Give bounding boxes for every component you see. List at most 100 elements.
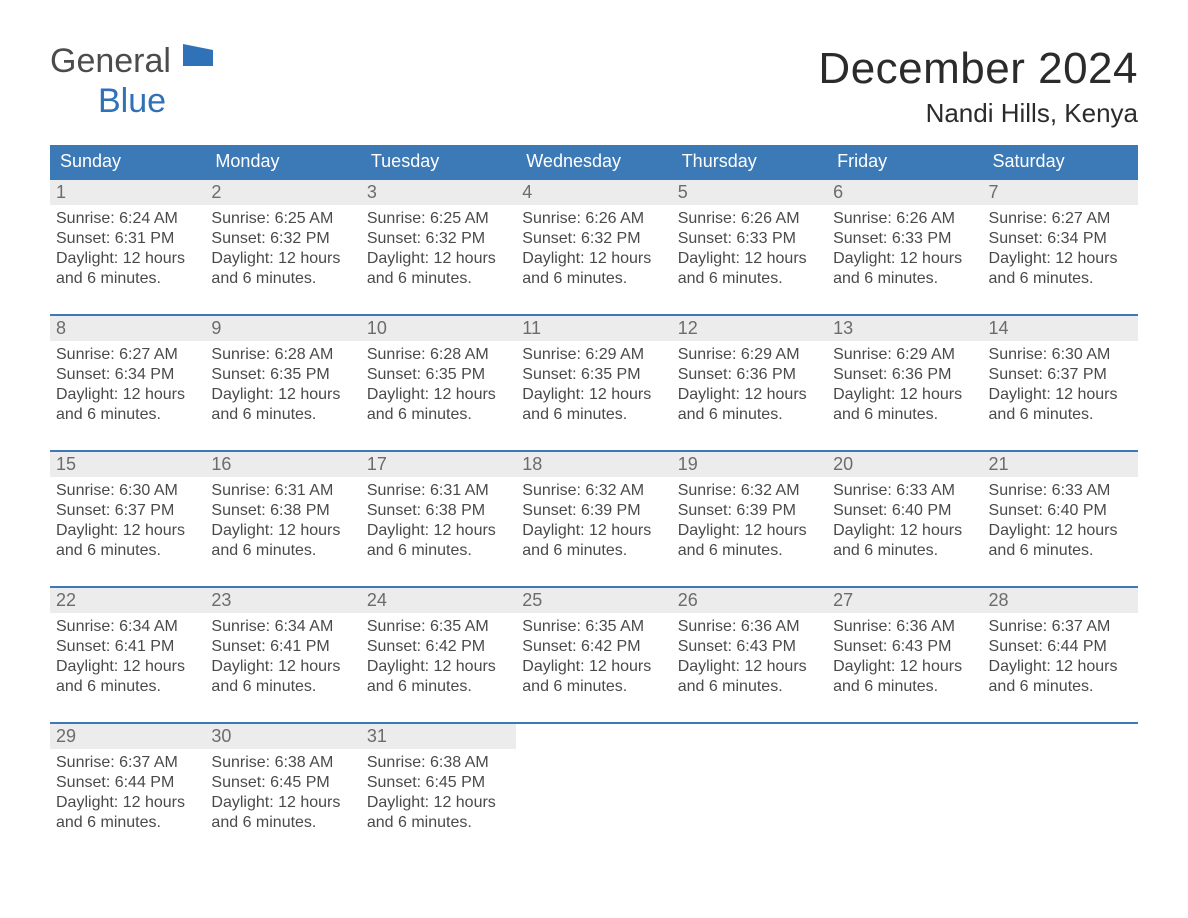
day-cell: 17 Sunrise: 6:31 AMSunset: 6:38 PMDayligh… (361, 452, 516, 562)
daylight-line-1: Daylight: 12 hours (367, 249, 512, 269)
daylight-line-2: and 6 minutes. (56, 405, 201, 425)
day-cell: 1Sunrise: 6:24 AMSunset: 6:31 PMDaylight… (50, 180, 205, 290)
day-number: 20 (827, 452, 982, 477)
sunset-line: Sunset: 6:38 PM (211, 501, 356, 521)
sunset-line: Sunset: 6:36 PM (678, 365, 823, 385)
day-body: Sunrise: 6:34 AMSunset: 6:41 PMDaylight:… (209, 617, 356, 697)
day-number: 29 (50, 724, 205, 749)
day-body: Sunrise: 6:33 AMSunset: 6:40 PMDaylight:… (831, 481, 978, 561)
daylight-line-1: Daylight: 12 hours (833, 657, 978, 677)
week-row: 8Sunrise: 6:27 AMSunset: 6:34 PMDaylight… (50, 314, 1138, 426)
weekday-header-row: SundayMondayTuesdayWednesdayThursdayFrid… (50, 145, 1138, 178)
weekday-header: Thursday (672, 145, 827, 178)
day-cell: 12 Sunrise: 6:29 AMSunset: 6:36 PMDayligh… (672, 316, 827, 426)
sunset-line: Sunset: 6:43 PM (678, 637, 823, 657)
daylight-line-1: Daylight: 12 hours (367, 385, 512, 405)
logo-word1: General (50, 42, 171, 80)
daylight-line-2: and 6 minutes. (367, 405, 512, 425)
weeks-container: 1Sunrise: 6:24 AMSunset: 6:31 PMDaylight… (50, 178, 1138, 834)
day-body: Sunrise: 6:29 AMSunset: 6:35 PMDaylight:… (520, 345, 667, 425)
daylight-line-1: Daylight: 12 hours (989, 657, 1134, 677)
day-number: 9 (205, 316, 360, 341)
sunrise-line: Sunrise: 6:29 AM (833, 345, 978, 365)
sunset-line: Sunset: 6:42 PM (367, 637, 512, 657)
daylight-line-1: Daylight: 12 hours (211, 657, 356, 677)
day-body: Sunrise: 6:31 AMSunset: 6:38 PMDaylight:… (365, 481, 512, 561)
day-number: 11 (516, 316, 671, 341)
day-cell (983, 724, 1138, 834)
day-body: Sunrise: 6:27 AMSunset: 6:34 PMDaylight:… (987, 209, 1134, 289)
sunset-line: Sunset: 6:45 PM (367, 773, 512, 793)
sunset-line: Sunset: 6:42 PM (522, 637, 667, 657)
daylight-line-1: Daylight: 12 hours (522, 249, 667, 269)
day-cell: 26Sunrise: 6:36 AMSunset: 6:43 PMDayligh… (672, 588, 827, 698)
day-number: 21 (983, 452, 1138, 477)
sunset-line: Sunset: 6:34 PM (56, 365, 201, 385)
daylight-line-2: and 6 minutes. (678, 269, 823, 289)
day-number: 7 (983, 180, 1138, 205)
day-body: Sunrise: 6:27 AMSunset: 6:34 PMDaylight:… (54, 345, 201, 425)
day-number: 12 (672, 316, 827, 341)
daylight-line-1: Daylight: 12 hours (367, 793, 512, 813)
daylight-line-2: and 6 minutes. (833, 405, 978, 425)
daylight-line-2: and 6 minutes. (678, 405, 823, 425)
day-body: Sunrise: 6:28 AMSunset: 6:35 PMDaylight:… (365, 345, 512, 425)
week-row: 22Sunrise: 6:34 AMSunset: 6:41 PMDayligh… (50, 586, 1138, 698)
sunrise-line: Sunrise: 6:26 AM (678, 209, 823, 229)
daylight-line-2: and 6 minutes. (211, 677, 356, 697)
day-cell: 22Sunrise: 6:34 AMSunset: 6:41 PMDayligh… (50, 588, 205, 698)
daylight-line-1: Daylight: 12 hours (211, 793, 356, 813)
sunset-line: Sunset: 6:35 PM (367, 365, 512, 385)
day-body: Sunrise: 6:28 AMSunset: 6:35 PMDaylight:… (209, 345, 356, 425)
day-cell: 5Sunrise: 6:26 AMSunset: 6:33 PMDaylight… (672, 180, 827, 290)
sunset-line: Sunset: 6:35 PM (211, 365, 356, 385)
day-body: Sunrise: 6:30 AMSunset: 6:37 PMDaylight:… (54, 481, 201, 561)
day-body: Sunrise: 6:35 AMSunset: 6:42 PMDaylight:… (365, 617, 512, 697)
day-body: Sunrise: 6:29 AMSunset: 6:36 PMDaylight:… (676, 345, 823, 425)
sunset-line: Sunset: 6:43 PM (833, 637, 978, 657)
day-cell: 27Sunrise: 6:36 AMSunset: 6:43 PMDayligh… (827, 588, 982, 698)
daylight-line-1: Daylight: 12 hours (833, 385, 978, 405)
day-body: Sunrise: 6:36 AMSunset: 6:43 PMDaylight:… (831, 617, 978, 697)
daylight-line-2: and 6 minutes. (211, 541, 356, 561)
day-cell: 11 Sunrise: 6:29 AMSunset: 6:35 PMDayligh… (516, 316, 671, 426)
title-block: December 2024 Nandi Hills, Kenya (818, 44, 1138, 129)
sunset-line: Sunset: 6:38 PM (367, 501, 512, 521)
daylight-line-1: Daylight: 12 hours (678, 521, 823, 541)
day-number: 30 (205, 724, 360, 749)
day-cell: 24Sunrise: 6:35 AMSunset: 6:42 PMDayligh… (361, 588, 516, 698)
sunrise-line: Sunrise: 6:37 AM (989, 617, 1134, 637)
daylight-line-2: and 6 minutes. (522, 541, 667, 561)
day-number: 5 (672, 180, 827, 205)
sunrise-line: Sunrise: 6:31 AM (211, 481, 356, 501)
header: General Blue December 2024 Nandi Hills, … (50, 44, 1138, 129)
day-number: 18 (516, 452, 671, 477)
day-body: Sunrise: 6:26 AMSunset: 6:33 PMDaylight:… (831, 209, 978, 289)
sunset-line: Sunset: 6:41 PM (56, 637, 201, 657)
day-number: 2 (205, 180, 360, 205)
sunset-line: Sunset: 6:35 PM (522, 365, 667, 385)
day-number: 17 (361, 452, 516, 477)
daylight-line-1: Daylight: 12 hours (989, 521, 1134, 541)
daylight-line-2: and 6 minutes. (56, 541, 201, 561)
sunset-line: Sunset: 6:41 PM (211, 637, 356, 657)
sunrise-line: Sunrise: 6:26 AM (833, 209, 978, 229)
daylight-line-1: Daylight: 12 hours (56, 521, 201, 541)
day-cell: 31Sunrise: 6:38 AMSunset: 6:45 PMDayligh… (361, 724, 516, 834)
sunrise-line: Sunrise: 6:32 AM (678, 481, 823, 501)
day-body: Sunrise: 6:24 AMSunset: 6:31 PMDaylight:… (54, 209, 201, 289)
sunset-line: Sunset: 6:32 PM (211, 229, 356, 249)
day-cell (516, 724, 671, 834)
logo: General Blue (50, 44, 213, 112)
daylight-line-2: and 6 minutes. (367, 541, 512, 561)
logo-word2: Blue (98, 82, 166, 120)
sunset-line: Sunset: 6:32 PM (522, 229, 667, 249)
day-cell: 28Sunrise: 6:37 AMSunset: 6:44 PMDayligh… (983, 588, 1138, 698)
week-row: 1Sunrise: 6:24 AMSunset: 6:31 PMDaylight… (50, 178, 1138, 290)
sunrise-line: Sunrise: 6:38 AM (211, 753, 356, 773)
day-body: Sunrise: 6:35 AMSunset: 6:42 PMDaylight:… (520, 617, 667, 697)
daylight-line-1: Daylight: 12 hours (56, 249, 201, 269)
sunset-line: Sunset: 6:36 PM (833, 365, 978, 385)
sunrise-line: Sunrise: 6:29 AM (678, 345, 823, 365)
day-cell: 13Sunrise: 6:29 AMSunset: 6:36 PMDayligh… (827, 316, 982, 426)
